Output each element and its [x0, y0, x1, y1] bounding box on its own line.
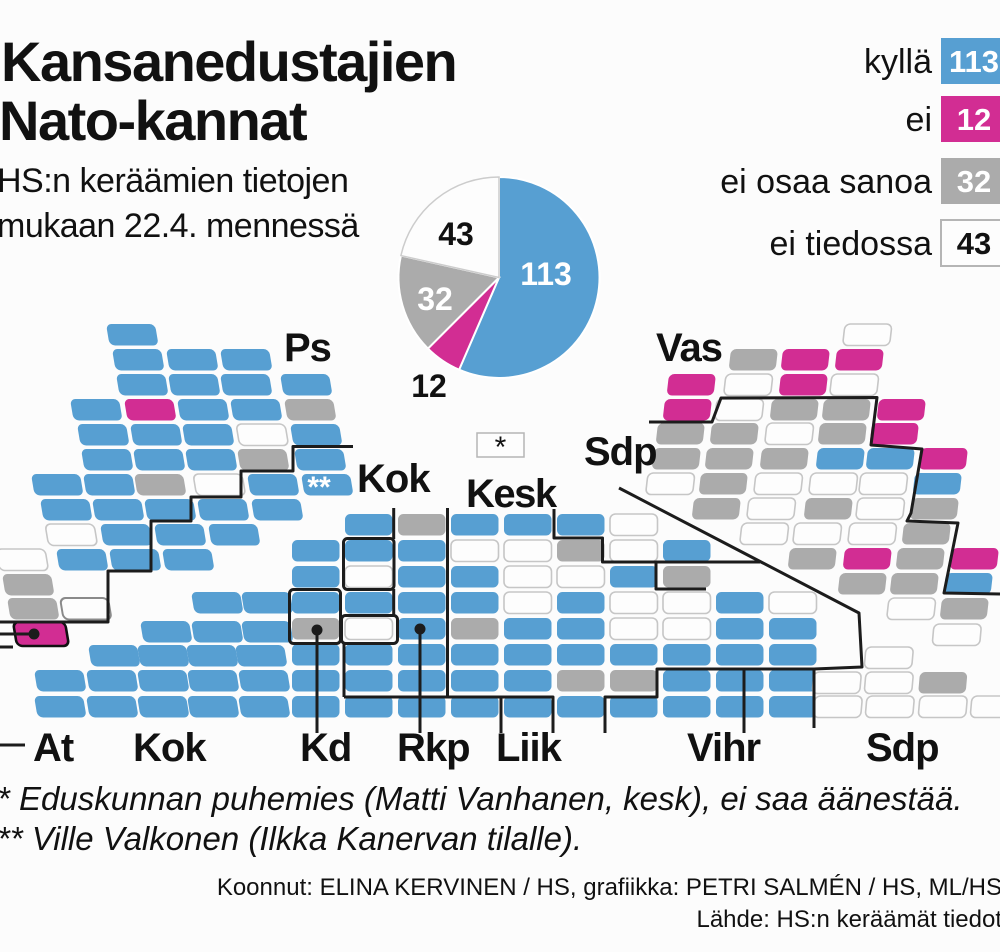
- svg-text:Kok: Kok: [357, 457, 431, 501]
- svg-text:**: **: [307, 471, 331, 504]
- svg-text:Sdp: Sdp: [866, 726, 939, 770]
- svg-text:Sdp: Sdp: [584, 430, 657, 474]
- svg-text:kyllä: kyllä: [864, 43, 932, 81]
- svg-text:ei: ei: [906, 101, 932, 139]
- svg-text:12: 12: [957, 102, 991, 137]
- svg-text:mukaan 22.4. mennessä: mukaan 22.4. mennessä: [0, 207, 359, 245]
- svg-text:ei tiedossa: ei tiedossa: [769, 225, 932, 263]
- svg-text:At: At: [33, 726, 74, 770]
- svg-text:Lähde: HS:n keräämät tiedot: Lähde: HS:n keräämät tiedot: [696, 906, 1000, 933]
- svg-text:43: 43: [957, 226, 991, 261]
- svg-text:Kansanedustajien: Kansanedustajien: [1, 30, 456, 93]
- svg-text:12: 12: [411, 368, 447, 404]
- svg-text:Rkp: Rkp: [397, 726, 470, 770]
- svg-text:Kok: Kok: [133, 726, 207, 770]
- svg-text:* Eduskunnan puhemies (Matti V: * Eduskunnan puhemies (Matti Vanhanen, k…: [0, 780, 963, 817]
- svg-text:113: 113: [520, 256, 572, 292]
- svg-text:Kesk: Kesk: [466, 472, 558, 516]
- svg-text:Ps: Ps: [284, 326, 331, 370]
- svg-text:Kd: Kd: [300, 726, 351, 770]
- svg-text:HS:n keräämien tietojen: HS:n keräämien tietojen: [0, 162, 348, 200]
- svg-text:Nato-kannat: Nato-kannat: [0, 89, 307, 152]
- svg-text:43: 43: [438, 216, 474, 252]
- svg-text:Vas: Vas: [656, 326, 722, 370]
- svg-text:Vihr: Vihr: [687, 726, 761, 770]
- svg-text:Liik: Liik: [496, 726, 563, 770]
- svg-text:ei osaa sanoa: ei osaa sanoa: [720, 163, 932, 201]
- svg-text:** Ville Valkonen (Ilkka Kaner: ** Ville Valkonen (Ilkka Kanervan tilall…: [0, 820, 582, 857]
- svg-text:113: 113: [949, 44, 999, 79]
- svg-text:Koonnut: ELINA KERVINEN / HS,: Koonnut: ELINA KERVINEN / HS, grafiikka:…: [217, 874, 1000, 901]
- svg-text:32: 32: [957, 164, 991, 199]
- svg-text:32: 32: [417, 281, 453, 317]
- svg-text:*: *: [495, 431, 507, 464]
